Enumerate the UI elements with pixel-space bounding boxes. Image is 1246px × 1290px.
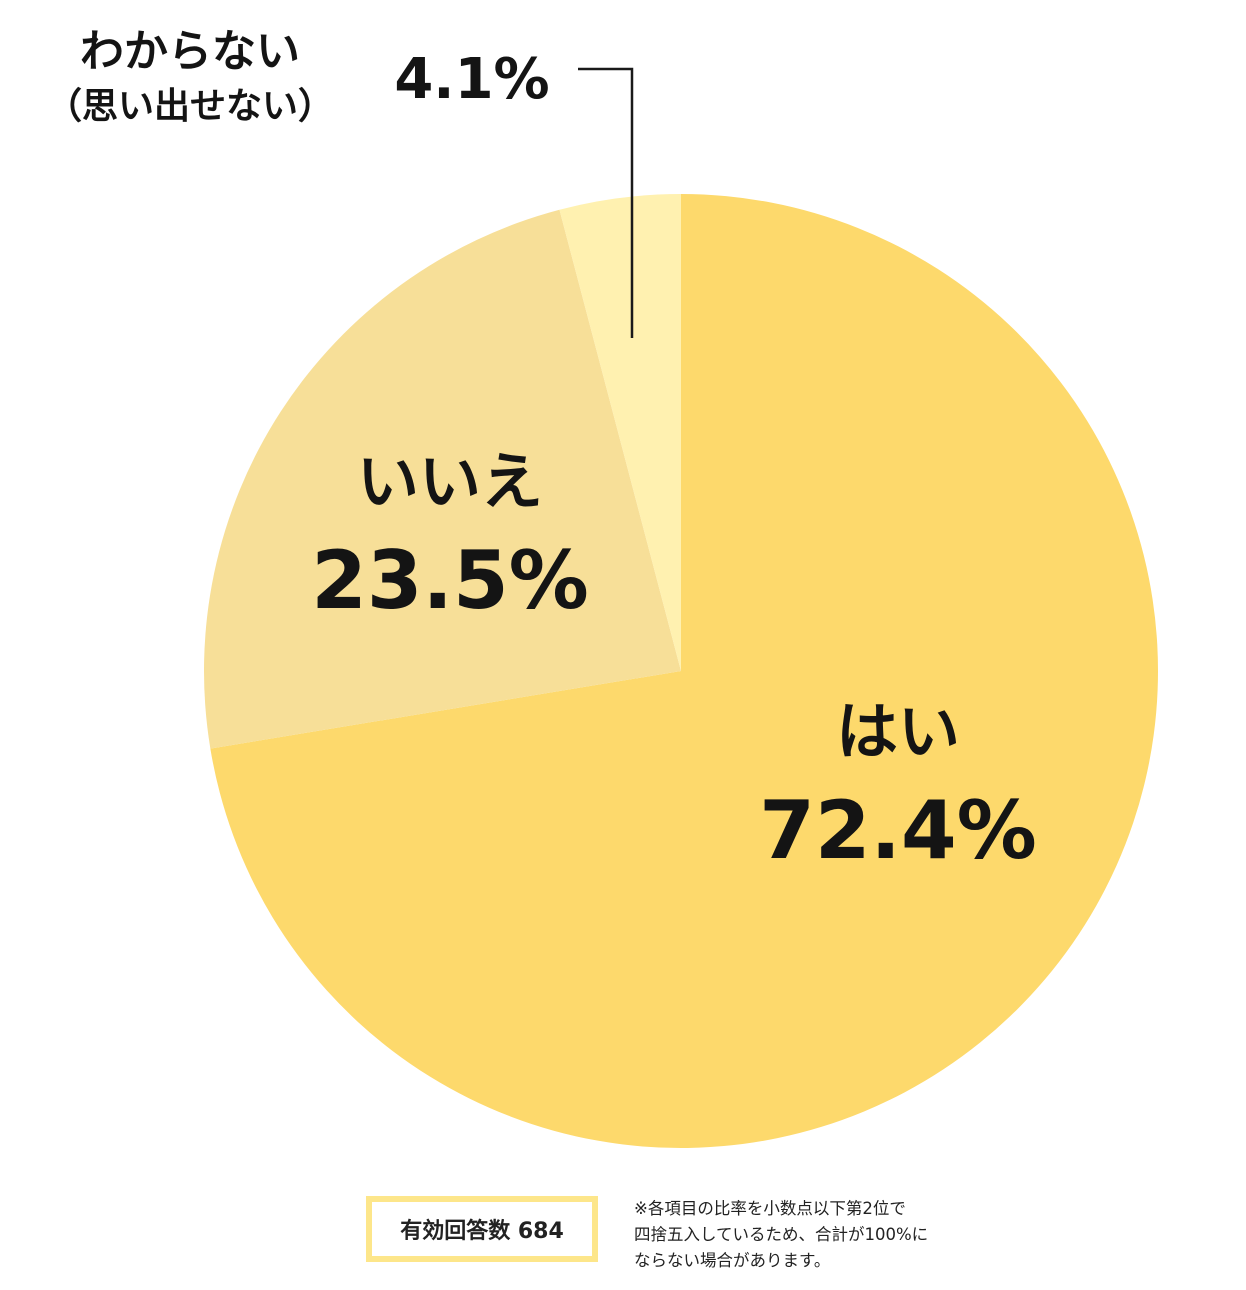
- rounding-note: ※各項目の比率を小数点以下第2位で 四捨五入しているため、合計が100%に なら…: [634, 1196, 1014, 1274]
- valid-responses-badge: 有効回答数 684: [366, 1196, 598, 1262]
- slice-label-unknown: わからない: [80, 26, 300, 77]
- note-line: 四捨五入しているため、合計が100%に: [634, 1225, 929, 1244]
- note-line: ※各項目の比率を小数点以下第2位で: [634, 1199, 906, 1218]
- pie-slice-yes: [210, 194, 1159, 1148]
- slice-value-yes: 72.4%: [759, 784, 1037, 877]
- leader-line: [578, 67, 634, 338]
- pie-slice-unknown: [559, 194, 681, 671]
- slice-label-no-value: 23.5%: [311, 534, 589, 627]
- slice-label-yes: はい: [836, 695, 960, 768]
- slice-label-unknown-sub: （思い出せない）: [46, 86, 334, 127]
- note-line: ならない場合があります。: [634, 1251, 831, 1270]
- pie-slice-no: [204, 209, 682, 749]
- slice-value-unknown: 4.1%: [394, 47, 549, 112]
- slice-label-no: いいえ: [357, 445, 543, 518]
